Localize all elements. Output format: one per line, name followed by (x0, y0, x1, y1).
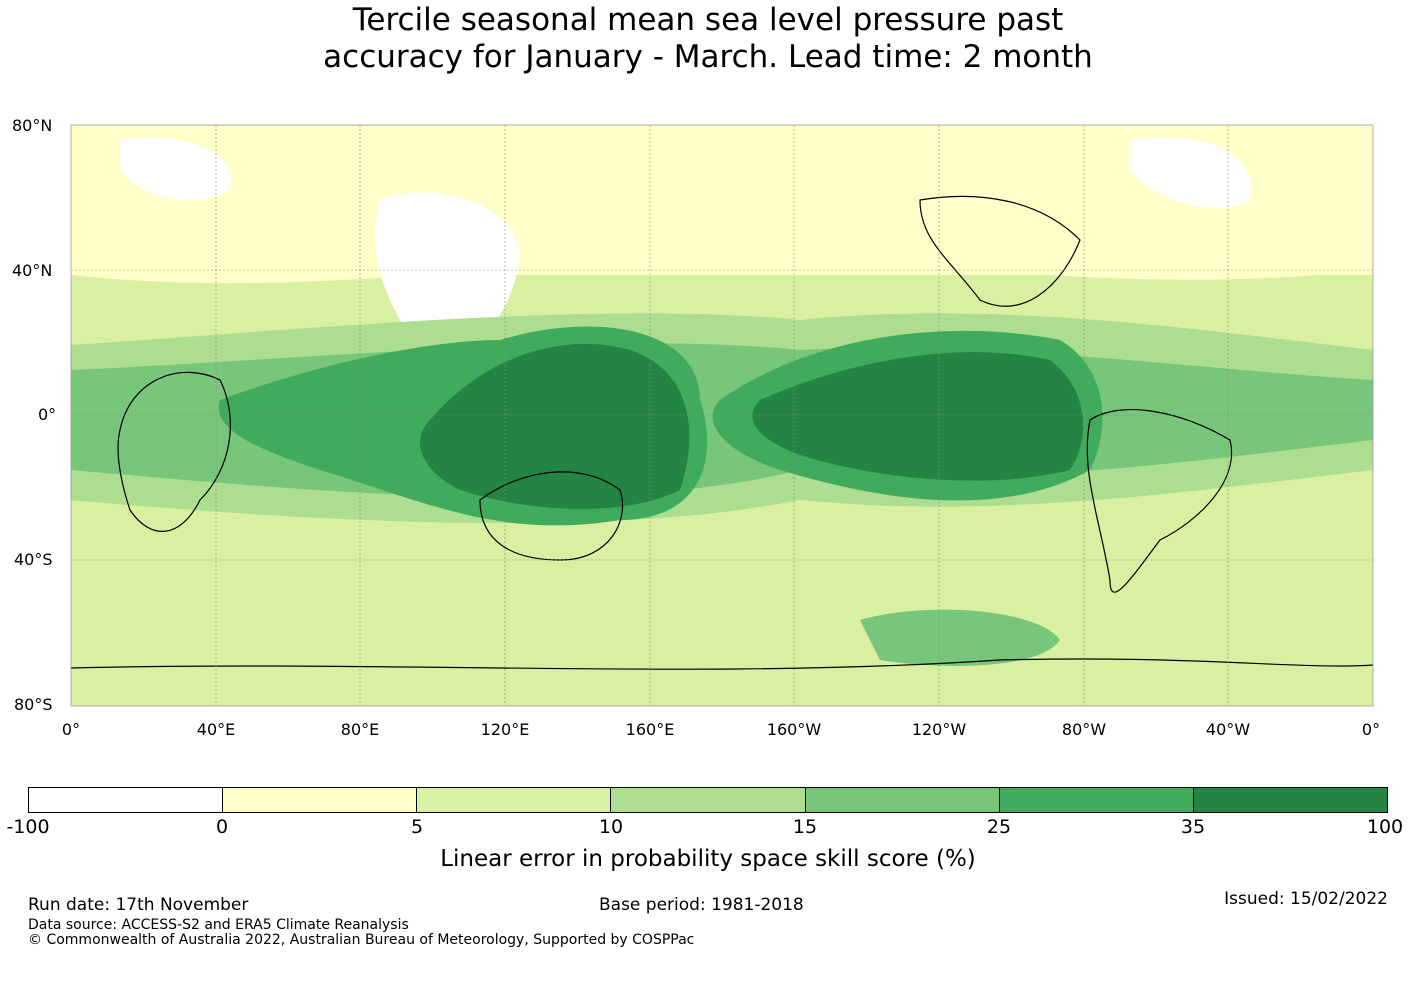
colorbar-tick: 5 (410, 816, 424, 838)
run-date: Run date: 17th November (28, 895, 249, 915)
colorbar-tick: -100 (6, 816, 50, 838)
field-europe-white (120, 137, 232, 201)
colorbar-tick: 100 (1366, 816, 1404, 838)
map-title: Tercile seasonal mean sea level pressure… (0, 2, 1416, 76)
field-eastpacific-35 (752, 352, 1084, 481)
lon-label-0-right: 0° (1361, 720, 1381, 739)
lon-label-40w: 40°W (1205, 720, 1251, 739)
field-westpacific-35 (420, 343, 690, 509)
map-title-line-1: Tercile seasonal mean sea level pressure… (352, 2, 1064, 38)
lat-label-40s: 40°S (14, 550, 53, 569)
base-period: Base period: 1981-2018 (599, 895, 804, 915)
issued-date: Issued: 15/02/2022 (1224, 889, 1388, 909)
colorbar (28, 787, 1388, 813)
lon-label-120w: 120°W (911, 720, 967, 739)
colorbar-tick: 35 (1180, 816, 1206, 838)
colorbar-segment (223, 788, 418, 812)
colorbar-tick: 10 (598, 816, 624, 838)
map-frame (70, 124, 1374, 707)
field-southern-15 (860, 609, 1060, 666)
lon-label-120e: 120°E (480, 720, 530, 739)
colorbar-segment (611, 788, 806, 812)
colorbar-segment (805, 788, 1000, 812)
copyright: © Commonwealth of Australia 2022, Austra… (28, 932, 695, 948)
field-south-band (71, 640, 1373, 706)
lat-label-0: 0° (38, 405, 57, 424)
lon-label-80e: 80°E (340, 720, 380, 739)
colorbar-label: Linear error in probability space skill … (440, 846, 976, 872)
lon-label-160e: 160°E (625, 720, 675, 739)
lat-label-40n: 40°N (12, 261, 53, 280)
lon-label-80w: 80°W (1061, 720, 1107, 739)
map-field (71, 125, 1373, 706)
colorbar-tick: 15 (792, 816, 818, 838)
lon-label-160w: 160°W (766, 720, 822, 739)
colorbar-segment (29, 788, 224, 812)
data-source: Data source: ACCESS-S2 and ERA5 Climate … (28, 917, 409, 933)
lon-label-0-left: 0° (61, 720, 81, 739)
colorbar-segment (1193, 788, 1387, 812)
colorbar-segment (999, 788, 1194, 812)
field-greenland-white (1130, 137, 1252, 209)
lat-label-80s: 80°S (14, 695, 53, 714)
colorbar-segment (417, 788, 612, 812)
graticule (71, 125, 1373, 706)
colorbar-tick: 0 (215, 816, 229, 838)
lat-label-80n: 80°N (12, 116, 53, 135)
coastlines (71, 195, 1373, 670)
lon-label-40e: 40°E (196, 720, 236, 739)
map-title-line-2: accuracy for January - March. Lead time:… (323, 39, 1093, 75)
colorbar-tick: 25 (986, 816, 1012, 838)
